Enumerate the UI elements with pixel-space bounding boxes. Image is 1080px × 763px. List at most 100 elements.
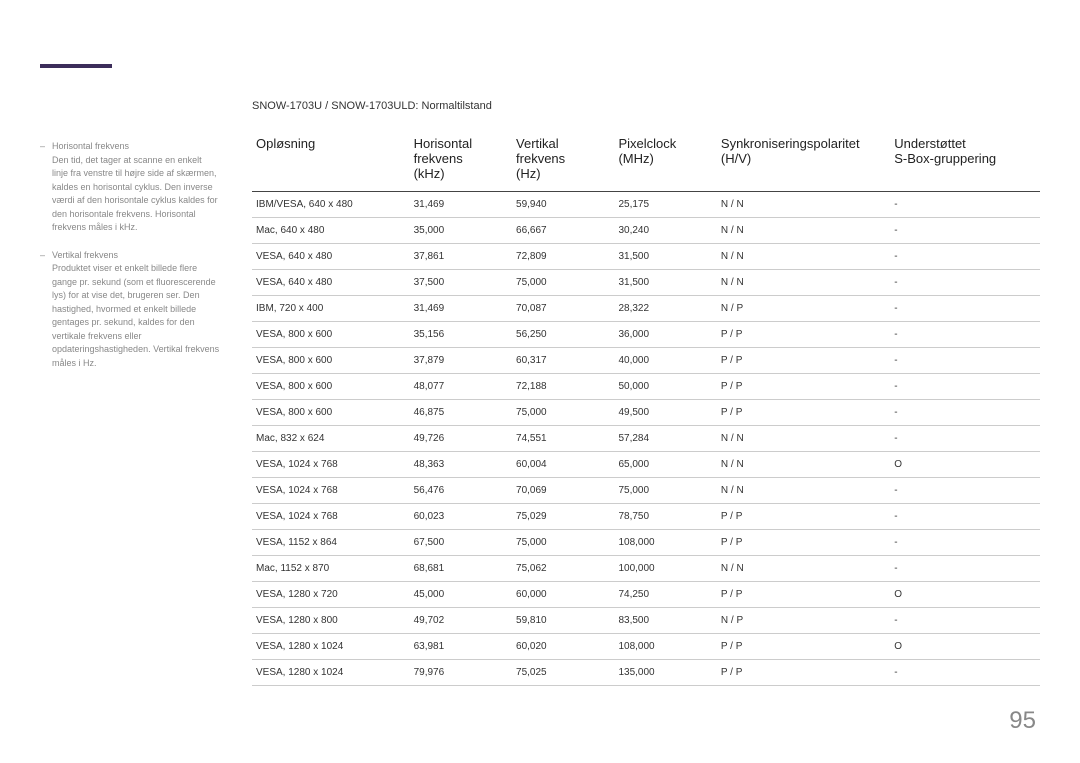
table-cell: N / P — [717, 608, 890, 634]
table-cell: N / N — [717, 270, 890, 296]
table-cell: 78,750 — [614, 504, 716, 530]
col-header-line: (kHz) — [414, 166, 445, 181]
table-cell: - — [890, 322, 1040, 348]
table-cell: 31,469 — [410, 296, 512, 322]
table-row: VESA, 800 x 60037,87960,31740,000P / P- — [252, 348, 1040, 374]
col-header-line: S-Box-gruppering — [894, 151, 996, 166]
table-row: VESA, 800 x 60035,15656,25036,000P / P- — [252, 322, 1040, 348]
table-cell: 50,000 — [614, 374, 716, 400]
table-cell: 75,000 — [512, 530, 614, 556]
table-cell: 36,000 — [614, 322, 716, 348]
table-cell: P / P — [717, 400, 890, 426]
col-header-vfreq: Vertikal frekvens (Hz) — [512, 130, 614, 192]
table-cell: VESA, 800 x 600 — [252, 348, 410, 374]
table-cell: - — [890, 192, 1040, 218]
table-cell: O — [890, 452, 1040, 478]
col-header-line: Vertikal — [516, 136, 559, 151]
table-row: Mac, 832 x 62449,72674,55157,284N / N- — [252, 426, 1040, 452]
accent-bar — [40, 64, 112, 68]
table-cell: 66,667 — [512, 218, 614, 244]
table-cell: VESA, 800 x 600 — [252, 322, 410, 348]
table-cell: VESA, 1024 x 768 — [252, 478, 410, 504]
table-cell: 60,317 — [512, 348, 614, 374]
table-cell: 75,000 — [512, 270, 614, 296]
table-cell: O — [890, 582, 1040, 608]
table-cell: O — [890, 634, 1040, 660]
table-cell: 56,250 — [512, 322, 614, 348]
table-cell: - — [890, 244, 1040, 270]
table-cell: 83,500 — [614, 608, 716, 634]
table-cell: Mac, 1152 x 870 — [252, 556, 410, 582]
table-cell: 49,726 — [410, 426, 512, 452]
table-cell: 49,702 — [410, 608, 512, 634]
table-cell: - — [890, 374, 1040, 400]
table-cell: 31,500 — [614, 244, 716, 270]
table-cell: 59,940 — [512, 192, 614, 218]
table-cell: N / N — [717, 452, 890, 478]
table-cell: 25,175 — [614, 192, 716, 218]
table-cell: 57,284 — [614, 426, 716, 452]
table-cell: VESA, 1280 x 1024 — [252, 660, 410, 686]
table-cell: 70,069 — [512, 478, 614, 504]
table-row: Mac, 640 x 48035,00066,66730,240N / N- — [252, 218, 1040, 244]
table-cell: 75,000 — [512, 400, 614, 426]
col-header-line: (MHz) — [618, 151, 653, 166]
table-cell: P / P — [717, 660, 890, 686]
table-cell: 68,681 — [410, 556, 512, 582]
table-cell: - — [890, 504, 1040, 530]
col-header-line: (Hz) — [516, 166, 541, 181]
definition-body: Produktet viser et enkelt billede flere … — [52, 262, 220, 370]
table-cell: N / N — [717, 478, 890, 504]
table-cell: 100,000 — [614, 556, 716, 582]
table-cell: N / N — [717, 218, 890, 244]
table-cell: VESA, 1024 x 768 — [252, 452, 410, 478]
col-header-line: Pixelclock — [618, 136, 676, 151]
table-cell: 75,029 — [512, 504, 614, 530]
table-cell: 74,551 — [512, 426, 614, 452]
col-header-sboxgroup: Understøttet S-Box-gruppering — [890, 130, 1040, 192]
table-cell: 67,500 — [410, 530, 512, 556]
table-cell: P / P — [717, 634, 890, 660]
table-cell: P / P — [717, 322, 890, 348]
table-cell: - — [890, 660, 1040, 686]
dash-icon: – — [40, 249, 52, 263]
page-root: –Horisontal frekvens Den tid, det tager … — [0, 0, 1080, 763]
table-cell: 108,000 — [614, 634, 716, 660]
table-cell: - — [890, 400, 1040, 426]
table-cell: 31,469 — [410, 192, 512, 218]
table-cell: N / P — [717, 296, 890, 322]
col-header-line: (H/V) — [721, 151, 751, 166]
definition-block: –Vertikal frekvens Produktet viser et en… — [40, 249, 220, 371]
table-row: VESA, 800 x 60048,07772,18850,000P / P- — [252, 374, 1040, 400]
table-cell: VESA, 1024 x 768 — [252, 504, 410, 530]
dash-icon: – — [40, 140, 52, 154]
definition-title: Vertikal frekvens — [52, 250, 118, 260]
table-cell: VESA, 1152 x 864 — [252, 530, 410, 556]
main-content: SNOW-1703U / SNOW-1703ULD: Normaltilstan… — [252, 100, 1040, 686]
table-cell: 56,476 — [410, 478, 512, 504]
definition-title: Horisontal frekvens — [52, 141, 129, 151]
table-cell: P / P — [717, 530, 890, 556]
table-cell: 40,000 — [614, 348, 716, 374]
page-number: 95 — [1009, 707, 1036, 735]
table-header: Opløsning Horisontal frekvens (kHz) Vert… — [252, 130, 1040, 192]
table-cell: 75,000 — [614, 478, 716, 504]
table-cell: 35,000 — [410, 218, 512, 244]
table-cell: N / N — [717, 192, 890, 218]
table-cell: 28,322 — [614, 296, 716, 322]
table-row: VESA, 1024 x 76860,02375,02978,750P / P- — [252, 504, 1040, 530]
table-cell: IBM/VESA, 640 x 480 — [252, 192, 410, 218]
col-header-line: Understøttet — [894, 136, 966, 151]
col-header-line: frekvens — [414, 151, 463, 166]
table-cell: - — [890, 556, 1040, 582]
table-body: IBM/VESA, 640 x 48031,46959,94025,175N /… — [252, 192, 1040, 686]
table-row: VESA, 1280 x 102463,98160,020108,000P / … — [252, 634, 1040, 660]
table-row: VESA, 1280 x 102479,97675,025135,000P / … — [252, 660, 1040, 686]
table-header-row: Opløsning Horisontal frekvens (kHz) Vert… — [252, 130, 1040, 192]
table-row: Mac, 1152 x 87068,68175,062100,000N / N- — [252, 556, 1040, 582]
table-row: VESA, 1280 x 80049,70259,81083,500N / P- — [252, 608, 1040, 634]
col-header-line: Synkroniseringspolaritet — [721, 136, 860, 151]
col-header-line: Opløsning — [256, 136, 315, 151]
table-row: IBM, 720 x 40031,46970,08728,322N / P- — [252, 296, 1040, 322]
table-cell: 70,087 — [512, 296, 614, 322]
